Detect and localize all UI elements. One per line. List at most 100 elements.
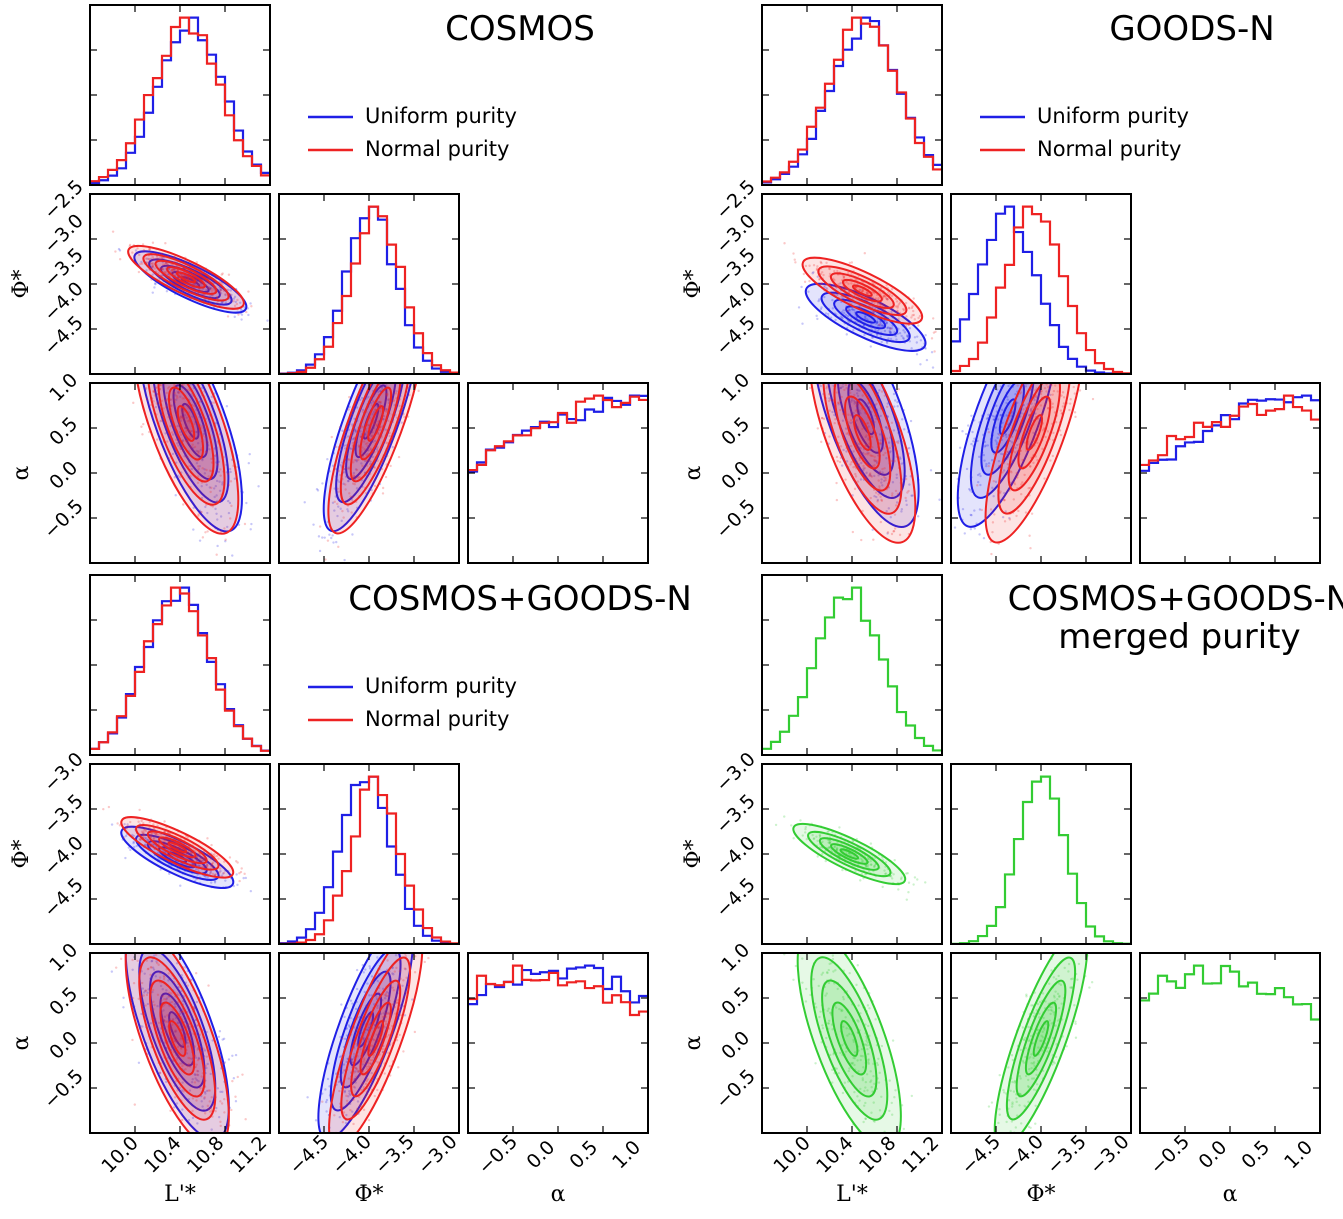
normal-purity-L-Phi-sample-point <box>138 253 141 257</box>
normal-purity-L-alpha-sample-point <box>145 397 149 401</box>
normal-purity-L-alpha-sample-point <box>200 510 203 514</box>
uniform-purity-L-alpha-contour <box>162 383 219 481</box>
normal-purity-L-Phi-contour <box>817 265 908 316</box>
normal-purity-Phi-alpha-sample-point <box>1074 415 1077 419</box>
uniform-purity-L-Phi-sample-point <box>166 273 170 276</box>
normal-purity-L-alpha-sample-point <box>189 475 192 478</box>
normal-purity-Phi-alpha-sample-point <box>359 435 362 438</box>
uniform-purity-Phi-alpha-sample-point <box>995 443 999 446</box>
uniform-purity-L-alpha-sample-point <box>929 469 933 472</box>
uniform-purity-L-Phi-sample-point <box>889 331 893 334</box>
uniform-purity-Phi-alpha-sample-point <box>362 971 365 974</box>
normal-purity-Phi-alpha-sample-point <box>365 1079 368 1083</box>
normal-purity-Phi-alpha-sample-point <box>330 435 333 439</box>
normal-purity-L-alpha-sample-point <box>179 415 183 418</box>
uniform-purity-Phi-alpha-sample-point <box>355 458 358 462</box>
normal-purity-L-Phi-sample-point <box>200 282 203 285</box>
uniform-purity-L-alpha-sample-point <box>218 480 221 483</box>
normal-purity-Phi-alpha-contour <box>340 956 411 1121</box>
normal-purity-L-Phi-sample-point <box>137 820 140 823</box>
normal-purity-Phi-alpha-sample-point <box>991 530 994 534</box>
uniform-purity-L-Phi-sample-point <box>239 301 242 304</box>
normal-purity-Phi-alpha-sample-point <box>365 459 368 463</box>
panel-1-0 <box>111 230 269 322</box>
x-tick-label: 10.4 <box>140 1132 185 1177</box>
y-tick-label-Phi: −4.0 <box>40 832 88 880</box>
normal-purity-Phi-alpha-sample-point <box>992 452 996 456</box>
normal-purity-Phi-alpha-sample-point <box>1037 422 1041 425</box>
uniform-purity-Phi-alpha-sample-point <box>384 428 387 431</box>
normal-purity-Phi-alpha-sample-point <box>361 464 364 468</box>
normal-purity-Phi-alpha-sample-point <box>414 955 417 958</box>
uniform-purity-Phi-alpha-sample-point <box>1006 398 1009 401</box>
uniform-purity-L-alpha-sample-point <box>887 441 891 444</box>
normal-purity-L-alpha-sample-point <box>869 454 872 457</box>
normal-purity-L-alpha-sample-point <box>170 1026 173 1030</box>
uniform-purity-L-alpha-sample-point <box>247 461 251 465</box>
normal-purity-L-Phi-sample-point <box>876 302 879 306</box>
uniform-purity-Phi-alpha-sample-point <box>383 997 387 1000</box>
panel-frame <box>467 382 649 564</box>
normal-purity-L-Phi-sample-point <box>219 289 223 292</box>
normal-purity-L-Phi-sample-point <box>843 288 847 291</box>
uniform-purity-Phi-alpha-sample-point <box>961 430 964 433</box>
uniform-purity-Phi-alpha-sample-point <box>364 432 367 435</box>
uniform-purity-L-alpha-sample-point <box>875 495 878 499</box>
normal-purity-L-Phi-sample-point <box>910 306 914 310</box>
normal-purity-L-Phi-sample-point <box>823 284 826 287</box>
uniform-purity-L-Phi-sample-point <box>915 341 919 344</box>
uniform-purity-L-alpha-sample-point <box>216 518 219 521</box>
normal-purity-L-Phi-sample-point <box>890 294 894 298</box>
normal-purity-L-Phi-sample-point <box>186 836 190 839</box>
uniform-purity-hist-L <box>90 16 270 185</box>
normal-purity-L-alpha-sample-point <box>173 1035 177 1039</box>
normal-purity-L-Phi-sample-point <box>913 318 916 321</box>
normal-purity-L-Phi-sample-point <box>210 843 213 847</box>
normal-purity-L-Phi-sample-point <box>144 828 147 831</box>
normal-purity-L-alpha-sample-point <box>172 980 176 984</box>
merged-L-Phi-sample-point <box>892 873 895 876</box>
normal-purity-L-alpha-sample-point <box>906 491 909 494</box>
normal-purity-L-alpha-sample-point <box>229 517 232 520</box>
normal-purity-L-Phi-sample-point <box>129 820 132 824</box>
normal-purity-Phi-alpha-contour <box>367 1020 385 1057</box>
chart-title: COSMOS+GOODS-N <box>348 579 692 619</box>
normal-purity-L-alpha-sample-point <box>230 504 233 508</box>
normal-purity-L-Phi-sample-point <box>229 294 232 297</box>
normal-purity-L-alpha-sample-point <box>157 1021 161 1025</box>
normal-purity-L-Phi-sample-point <box>144 829 148 833</box>
uniform-purity-L-alpha-contour <box>811 383 920 529</box>
normal-purity-L-Phi-sample-point <box>186 276 189 280</box>
uniform-purity-L-Phi-sample-point <box>908 340 911 343</box>
uniform-purity-Phi-alpha-sample-point <box>366 452 369 455</box>
uniform-purity-L-Phi-sample-point <box>890 310 893 314</box>
merged-L-Phi-sample-point <box>804 831 807 834</box>
normal-purity-L-Phi-sample-point <box>848 261 851 265</box>
normal-purity-L-alpha-sample-point <box>204 531 207 534</box>
normal-purity-L-Phi-sample-point <box>196 292 199 295</box>
normal-purity-L-alpha-sample-point <box>207 984 210 987</box>
normal-purity-Phi-alpha-sample-point <box>372 420 376 423</box>
normal-purity-L-Phi-sample-point <box>199 858 203 861</box>
normal-purity-L-Phi-sample-point <box>142 822 145 825</box>
uniform-purity-L-Phi-sample-point <box>894 334 898 338</box>
uniform-purity-L-Phi-sample-point <box>826 312 830 316</box>
normal-purity-L-alpha-sample-point <box>159 1001 162 1004</box>
uniform-purity-Phi-alpha-sample-point <box>992 495 995 498</box>
uniform-purity-Phi-alpha-sample-point <box>355 487 359 490</box>
normal-purity-L-Phi-sample-point <box>197 283 200 287</box>
normal-purity-L-Phi-sample-point <box>917 316 920 320</box>
normal-purity-Phi-alpha-sample-point <box>375 995 378 998</box>
normal-purity-Phi-alpha-sample-point <box>1078 389 1082 392</box>
normal-purity-Phi-alpha-sample-point <box>373 450 376 454</box>
normal-purity-L-alpha-sample-point <box>114 966 118 969</box>
normal-purity-L-alpha-sample-point <box>875 402 878 406</box>
normal-purity-L-Phi-sample-point <box>808 279 811 283</box>
normal-purity-L-Phi-sample-point <box>836 293 839 296</box>
uniform-purity-Phi-alpha-sample-point <box>997 432 1000 436</box>
normal-purity-Phi-alpha-sample-point <box>402 413 405 416</box>
merged-L-Phi-sample-point <box>835 847 839 850</box>
normal-purity-L-alpha-sample-point <box>170 992 173 995</box>
uniform-purity-Phi-alpha-sample-point <box>395 390 398 393</box>
x-tick-label: −3.5 <box>371 1131 419 1179</box>
